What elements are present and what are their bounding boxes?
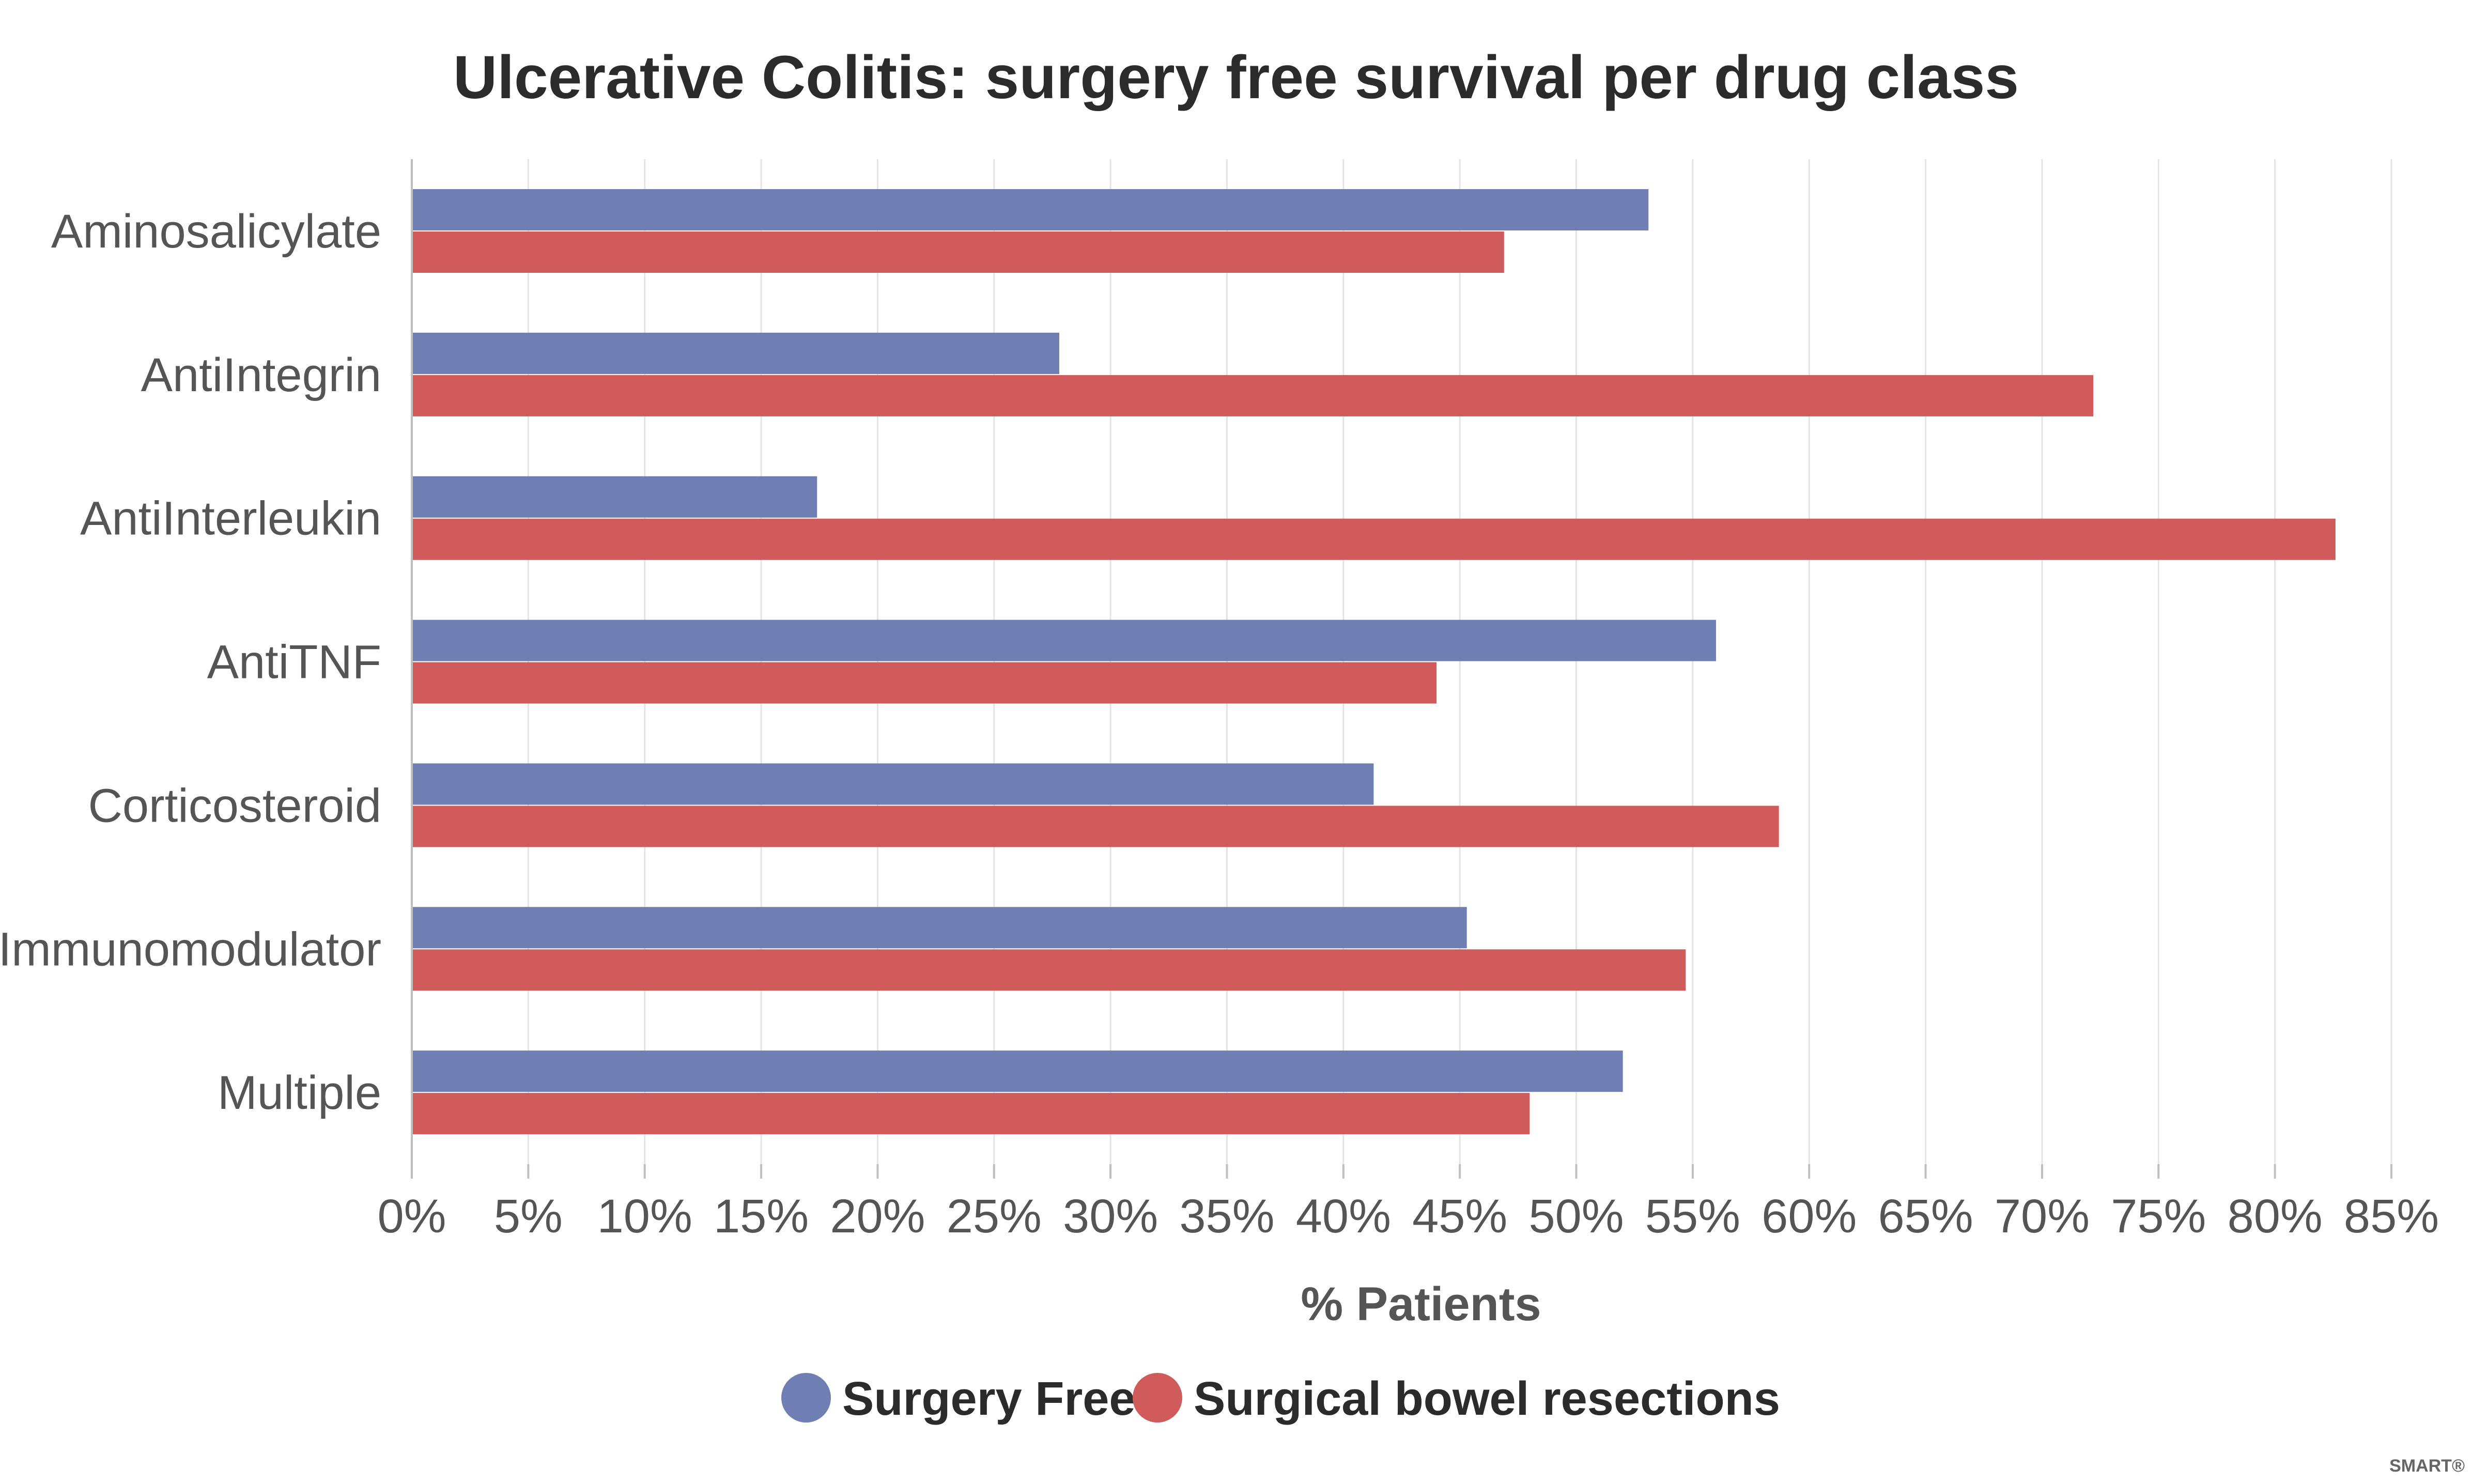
category-label: Corticosteroid [88,779,381,832]
x-tick-label: 20% [830,1190,925,1243]
x-tick-label: 70% [1995,1190,2090,1243]
x-tick-label: 0% [378,1190,446,1243]
bar-surgical-bowel-resections [412,662,1437,704]
x-tick-label: 15% [714,1190,809,1243]
bars [412,189,2336,1135]
category-label: AntiInterleukin [80,492,381,545]
x-tick-label: 55% [1645,1190,1740,1243]
bar-surgery-free [412,620,1716,661]
bar-surgery-free [412,763,1374,805]
bar-surgery-free [412,332,1059,374]
x-tick-label: 50% [1528,1190,1624,1243]
bar-surgery-free [412,189,1649,230]
category-labels: Aminosalicylate AntiIntegrin AntiInterleuk… [0,205,381,1119]
category-label: Immunomodulator [0,923,381,976]
x-axis-title: % Patients [1301,1278,1541,1331]
x-tick-label: 85% [2344,1190,2439,1243]
bar-surgical-bowel-resections [412,1093,1530,1135]
category-label: Multiple [218,1066,381,1119]
bar-surgical-bowel-resections [412,518,2336,560]
legend: Surgery Free Surgical bowel resections [781,1372,1780,1425]
legend-swatch [781,1373,831,1423]
x-tick-label: 25% [947,1190,1042,1243]
x-tick-label: 60% [1762,1190,1857,1243]
gridlines [527,159,2392,1164]
bar-surgery-free [412,1050,1623,1092]
x-tick-label: 5% [494,1190,563,1243]
bar-surgical-bowel-resections [412,806,1779,847]
category-label: Aminosalicylate [51,205,381,258]
category-label: AntiIntegrin [141,349,381,401]
x-tick-label: 30% [1063,1190,1158,1243]
x-tick-label: 10% [597,1190,692,1243]
x-tick-label: 65% [1878,1190,1973,1243]
bar-surgical-bowel-resections [412,231,1504,273]
legend-label: Surgical bowel resections [1194,1372,1780,1425]
bar-surgical-bowel-resections [412,949,1686,991]
x-tick-label: 45% [1412,1190,1507,1243]
x-axis-ticks: 0% 5% 10% 15% 20% 25% 30% 35% 40% 45% 50% 55% 60% 65%… [378,1164,2439,1243]
bar-surgery-free [412,907,1467,949]
x-tick-label: 35% [1179,1190,1274,1243]
x-tick-label: 75% [2111,1190,2206,1243]
x-tick-label: 80% [2228,1190,2323,1243]
legend-swatch [1133,1373,1182,1423]
legend-label: Surgery Free [842,1372,1136,1425]
bar-surgical-bowel-resections [412,375,2094,416]
bar-surgery-free [412,476,817,518]
chart-title: Ulcerative Colitis: surgery free surviva… [453,43,2019,112]
watermark: SMART® [2389,1456,2465,1476]
x-tick-label: 40% [1296,1190,1391,1243]
category-label: AntiTNF [207,636,381,689]
